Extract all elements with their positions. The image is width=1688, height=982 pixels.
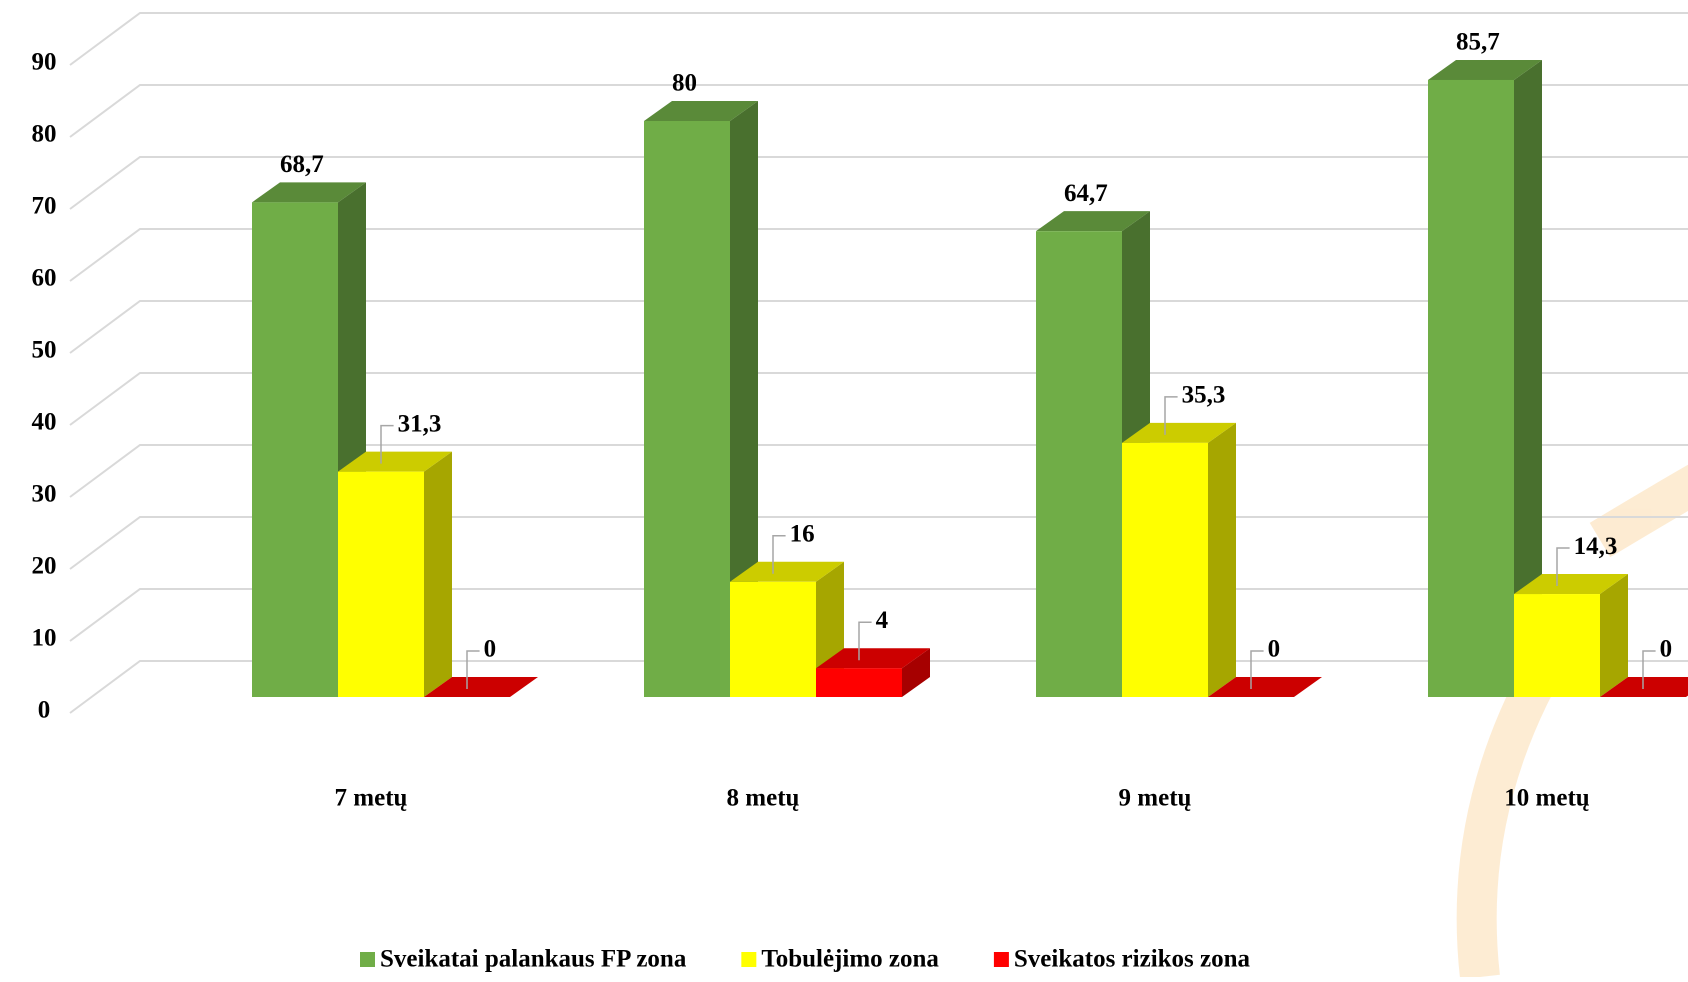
bar-front bbox=[816, 668, 902, 697]
bar-side bbox=[424, 451, 452, 697]
bar-front bbox=[252, 202, 338, 698]
bar-top bbox=[424, 677, 538, 697]
bar-top bbox=[1036, 211, 1150, 232]
legend-label: Tobulėjimo zona bbox=[761, 946, 939, 973]
bar-side bbox=[730, 101, 758, 697]
legend-label: Sveikatai palankaus FP zona bbox=[380, 946, 687, 973]
y-tick-label: 10 bbox=[32, 625, 57, 652]
grid-line bbox=[69, 300, 1688, 354]
data-label: 31,3 bbox=[398, 410, 442, 437]
data-label: 4 bbox=[876, 607, 889, 634]
grid-line bbox=[69, 372, 1688, 426]
bar-top bbox=[1122, 422, 1236, 443]
y-tick-label: 90 bbox=[32, 49, 57, 76]
bar-front bbox=[644, 121, 730, 697]
bar bbox=[1208, 677, 1322, 697]
leader-line bbox=[380, 424, 394, 464]
y-tick-label: 40 bbox=[32, 409, 57, 436]
y-tick-label: 20 bbox=[32, 553, 57, 580]
data-label: 80 bbox=[672, 70, 697, 97]
x-tick-label: 7 metų bbox=[335, 785, 408, 812]
x-tick-label: 10 metų bbox=[1504, 785, 1589, 812]
bar-front bbox=[1036, 231, 1122, 697]
bar-side bbox=[1514, 59, 1542, 697]
y-tick-label: 80 bbox=[32, 121, 57, 148]
grid-line bbox=[69, 228, 1688, 282]
bar bbox=[1600, 677, 1688, 697]
data-label: 64,7 bbox=[1064, 180, 1108, 207]
bar-side bbox=[902, 648, 930, 697]
leader-line bbox=[466, 650, 480, 689]
bar-front bbox=[338, 471, 424, 697]
data-label: 35,3 bbox=[1182, 382, 1226, 409]
legend-label: Sveikatos rizikos zona bbox=[1014, 946, 1251, 973]
grid-line bbox=[69, 156, 1688, 210]
bar-top bbox=[1600, 677, 1688, 697]
data-label: 0 bbox=[484, 636, 497, 663]
legend: Sveikatai palankaus FP zona Tobulėjimo zo… bbox=[360, 946, 1251, 973]
grid-line bbox=[69, 84, 1688, 138]
bar-front bbox=[1428, 79, 1514, 697]
leader-line bbox=[772, 535, 786, 574]
y-tick-label: 60 bbox=[32, 265, 57, 292]
leader-line bbox=[1556, 547, 1570, 587]
y-tick-label: 30 bbox=[32, 481, 57, 508]
y-tick-label: 50 bbox=[32, 337, 57, 364]
bar-top bbox=[644, 101, 758, 121]
bar-front bbox=[730, 581, 816, 697]
bar bbox=[1122, 422, 1236, 697]
leader-line bbox=[1250, 650, 1264, 689]
data-label: 14,3 bbox=[1574, 533, 1618, 560]
data-label: 68,7 bbox=[280, 151, 324, 178]
y-tick-label: 70 bbox=[32, 193, 57, 220]
legend-swatch bbox=[993, 952, 1009, 967]
bar-top bbox=[1514, 574, 1628, 595]
y-tick-label: 0 bbox=[38, 697, 51, 724]
bar bbox=[424, 677, 538, 697]
data-label: 0 bbox=[1660, 636, 1673, 663]
bar bbox=[1428, 59, 1542, 697]
data-label: 16 bbox=[790, 521, 815, 548]
bar-side bbox=[1600, 574, 1628, 697]
x-tick-label: 8 metų bbox=[727, 785, 800, 812]
data-label: 0 bbox=[1268, 636, 1281, 663]
bar bbox=[644, 101, 758, 697]
bar-side bbox=[1208, 422, 1236, 697]
legend-swatch bbox=[741, 952, 757, 967]
bar bbox=[1514, 574, 1628, 697]
bar bbox=[338, 451, 452, 697]
bar bbox=[816, 648, 930, 697]
bar-top bbox=[1428, 59, 1542, 80]
bar-front bbox=[1514, 594, 1600, 697]
bar-front bbox=[1122, 442, 1208, 697]
leader-line bbox=[858, 621, 872, 661]
x-tick-label: 9 metų bbox=[1119, 785, 1192, 812]
bar-top bbox=[730, 561, 844, 582]
bar-top bbox=[816, 648, 930, 669]
leader-line bbox=[1642, 650, 1656, 689]
leader-line bbox=[1164, 396, 1178, 435]
bar-top bbox=[1208, 677, 1322, 697]
bar-top bbox=[252, 182, 366, 203]
grid-line bbox=[69, 12, 1688, 66]
bar-top bbox=[338, 451, 452, 472]
data-label: 85,7 bbox=[1456, 29, 1500, 56]
legend-swatch bbox=[360, 952, 375, 967]
